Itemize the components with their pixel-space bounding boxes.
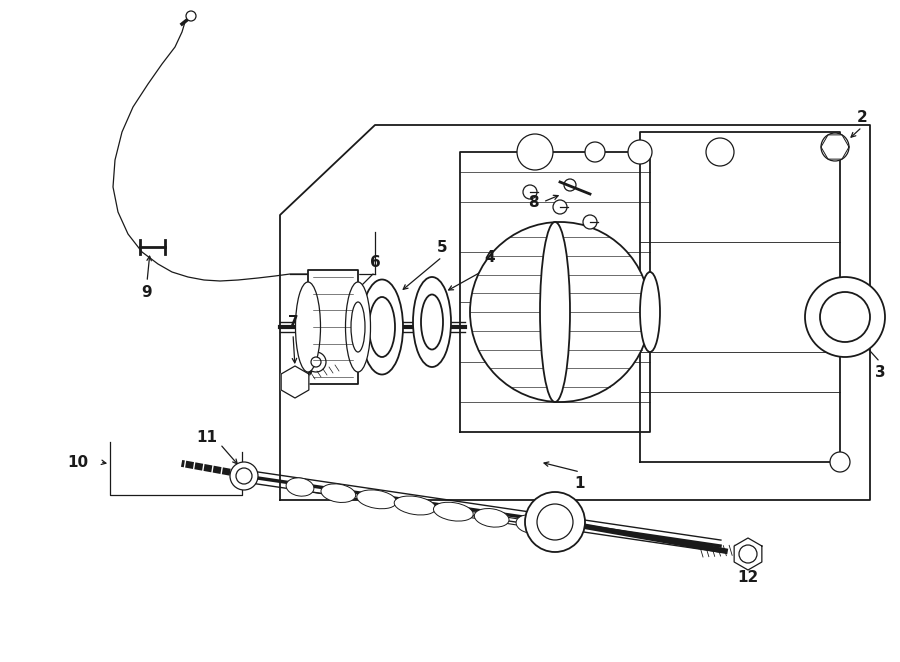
Circle shape (830, 452, 850, 472)
Ellipse shape (361, 279, 403, 375)
Ellipse shape (421, 295, 443, 350)
Text: 8: 8 (527, 195, 538, 209)
Text: 12: 12 (737, 569, 759, 585)
Ellipse shape (394, 496, 436, 515)
Circle shape (820, 292, 870, 342)
Ellipse shape (356, 490, 397, 508)
Ellipse shape (540, 222, 570, 402)
Circle shape (311, 357, 321, 367)
Circle shape (186, 11, 196, 21)
Text: 3: 3 (875, 365, 886, 379)
Text: 1: 1 (575, 477, 585, 491)
Circle shape (553, 200, 567, 214)
Ellipse shape (351, 302, 365, 352)
Circle shape (517, 134, 553, 170)
Circle shape (523, 185, 537, 199)
Circle shape (537, 504, 573, 540)
Ellipse shape (321, 484, 356, 502)
Circle shape (739, 545, 757, 563)
Polygon shape (734, 538, 762, 570)
Text: 5: 5 (436, 240, 447, 254)
Polygon shape (640, 132, 840, 462)
Ellipse shape (295, 282, 320, 372)
Text: 10: 10 (68, 455, 88, 469)
Circle shape (306, 352, 326, 372)
Circle shape (525, 492, 585, 552)
Ellipse shape (369, 297, 395, 357)
Ellipse shape (474, 508, 509, 527)
Polygon shape (281, 366, 309, 398)
Circle shape (236, 468, 252, 484)
Circle shape (564, 179, 576, 191)
Circle shape (805, 277, 885, 357)
Ellipse shape (640, 272, 660, 352)
Circle shape (628, 140, 652, 164)
Ellipse shape (434, 502, 473, 521)
Circle shape (470, 222, 650, 402)
Circle shape (821, 133, 849, 161)
Text: 11: 11 (196, 430, 218, 444)
Ellipse shape (413, 277, 451, 367)
Text: 2: 2 (857, 109, 868, 124)
Text: 6: 6 (370, 254, 381, 269)
Ellipse shape (516, 515, 544, 533)
Polygon shape (460, 152, 650, 432)
Circle shape (706, 138, 734, 166)
Text: 4: 4 (485, 250, 495, 265)
Circle shape (583, 215, 597, 229)
Text: 9: 9 (141, 285, 152, 299)
Ellipse shape (346, 282, 371, 372)
Circle shape (230, 462, 258, 490)
Polygon shape (308, 270, 358, 384)
Text: 7: 7 (288, 314, 298, 330)
Circle shape (585, 142, 605, 162)
Ellipse shape (286, 478, 314, 496)
